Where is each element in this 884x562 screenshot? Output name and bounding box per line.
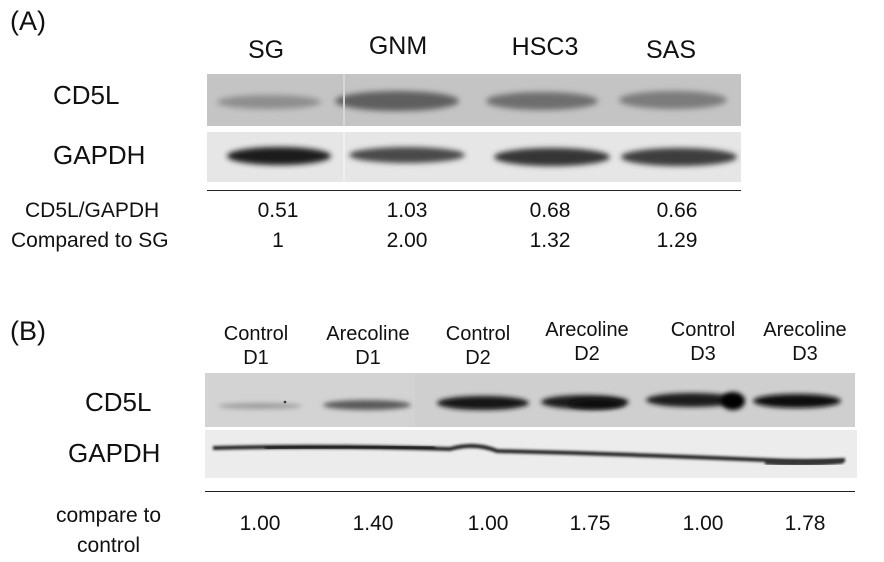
- quant-value: 1.78: [784, 512, 826, 535]
- lane-label-line: Control: [670, 319, 736, 341]
- quant-value: 1.00: [467, 512, 509, 535]
- quant-value: 1.00: [682, 512, 724, 535]
- lane-label-line: D3: [690, 343, 716, 365]
- lane-label-control-d1: Control D1: [224, 322, 288, 370]
- lane-label-arecoline-d3: Arecoline D3: [763, 318, 846, 366]
- lane-label-gnm: GNM: [368, 32, 428, 60]
- gapdh-blot-image-b: [205, 430, 857, 478]
- quant-value: 1.40: [352, 512, 394, 535]
- blot-row-label-gapdh: GAPDH: [53, 140, 146, 170]
- lane-label-line: D3: [792, 343, 818, 365]
- lane-label-line: Control: [223, 323, 289, 345]
- quant-row-label-line: compare to: [56, 504, 162, 527]
- lane-label-line: Arecoline: [763, 319, 847, 341]
- lane-label-control-d3: Control D3: [671, 318, 735, 366]
- quant-value: 1.29: [656, 229, 698, 252]
- quant-row-label-compared-to-sg: Compared to SG: [11, 229, 169, 252]
- lane-label-line: Control: [445, 323, 511, 345]
- quant-value: 0.66: [656, 199, 698, 222]
- panel-a-label: (A): [10, 6, 46, 36]
- panel-b-label: (B): [10, 316, 46, 346]
- quant-value: 0.51: [257, 199, 299, 222]
- quant-value: 1: [272, 229, 284, 252]
- quant-value: 1.32: [529, 229, 571, 252]
- panel-b-separator-line: [205, 491, 855, 492]
- lane-label-sas: SAS: [645, 36, 697, 64]
- cd5l-blot-image-a: [207, 74, 741, 126]
- blot-row-label-gapdh-b: GAPDH: [68, 438, 161, 468]
- lane-label-sg: SG: [247, 36, 285, 64]
- quant-value: 2.00: [386, 229, 428, 252]
- quant-value: 1.03: [386, 199, 428, 222]
- blot-row-label-cd5l-b: CD5L: [85, 387, 152, 417]
- lane-label-arecoline-d2: Arecoline D2: [545, 318, 628, 366]
- quant-value: 1.75: [569, 512, 611, 535]
- quant-row-label-cd5l-gapdh: CD5L/GAPDH: [25, 199, 160, 222]
- lane-label-line: Arecoline: [326, 323, 410, 345]
- lane-label-line: D2: [465, 347, 491, 369]
- lane-label-line: Arecoline: [545, 319, 629, 341]
- quant-row-label-line: control: [77, 534, 141, 557]
- gapdh-blot-image-a: [207, 132, 741, 182]
- quant-value: 1.00: [239, 512, 281, 535]
- lane-label-line: D2: [574, 343, 600, 365]
- panel-a-separator-line: [207, 190, 741, 191]
- lane-label-hsc3: HSC3: [511, 33, 579, 61]
- lane-label-control-d2: Control D2: [446, 322, 510, 370]
- quant-value: 0.68: [529, 199, 571, 222]
- quant-row-label-compare-to-control: compare to control: [56, 501, 161, 561]
- lane-label-line: D1: [355, 347, 381, 369]
- lane-label-line: D1: [243, 347, 269, 369]
- cd5l-blot-image-b: [205, 373, 855, 427]
- lane-label-arecoline-d1: Arecoline D1: [326, 322, 409, 370]
- blot-row-label-cd5l: CD5L: [53, 80, 120, 110]
